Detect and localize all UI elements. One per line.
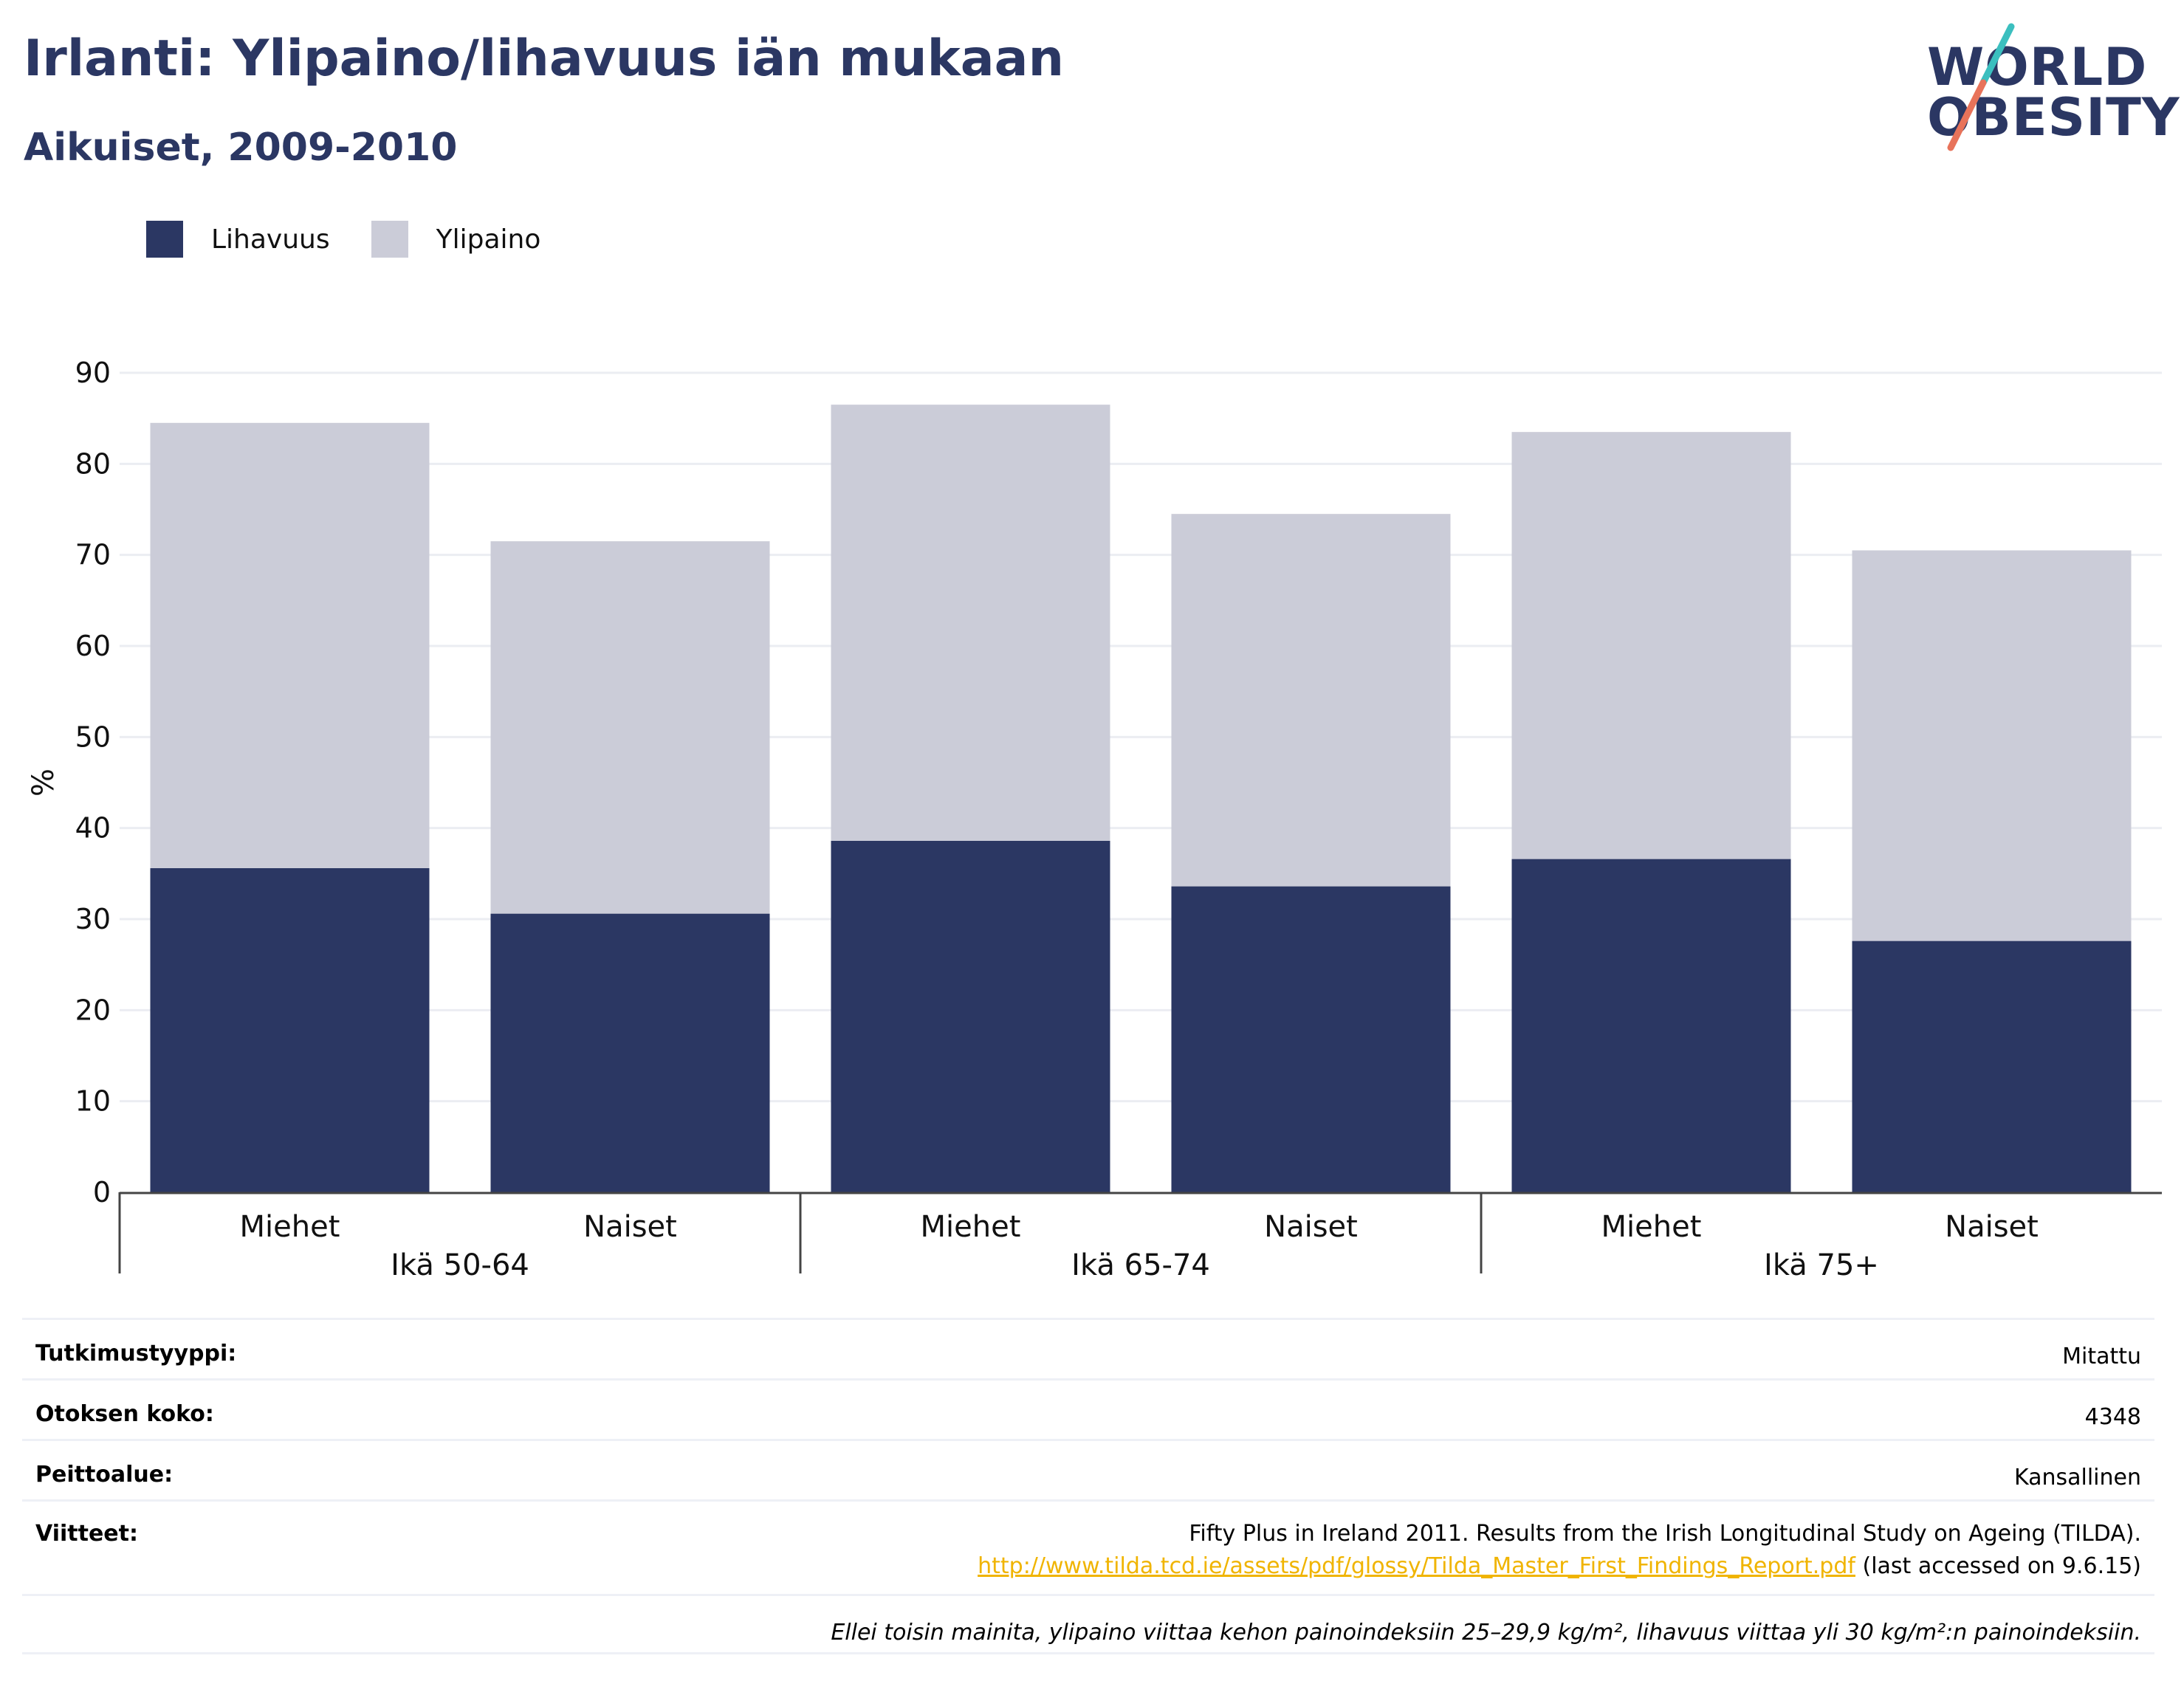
y-tick-label: 0 [93,1176,111,1208]
reference-link[interactable]: http://www.tilda.tcd.ie/assets/pdf/gloss… [978,1553,1855,1579]
bar-lihavuus [831,840,1110,1192]
legend-swatch-ylipaino [371,221,408,258]
info-key: Viitteet: [35,1521,138,1547]
reference-link-line: http://www.tilda.tcd.ie/assets/pdf/gloss… [978,1550,2141,1583]
x-category-label: Miehet [921,1210,1021,1244]
info-value: Kansallinen [2013,1465,2141,1491]
bar-lihavuus [1852,941,2132,1192]
bar-lihavuus [1171,886,1451,1192]
info-key: Peittoalue: [35,1462,174,1488]
x-category-label: Miehet [1601,1210,1702,1244]
reference-accessed: (last accessed on 9.6.15) [1855,1553,2141,1579]
y-tick-label: 60 [75,630,111,662]
legend-label: Ylipaino [436,224,541,255]
y-tick-label: 20 [75,994,111,1026]
legend-item-lihavuus: Lihavuus [146,221,330,258]
bar-ylipaino [1852,550,2132,941]
legend: Lihavuus Ylipaino [146,219,582,260]
chart-subtitle: Aikuiset, 2009-2010 [24,126,458,170]
bar-ylipaino [150,422,430,868]
x-group-label: Ikä 65-74 [1071,1248,1210,1282]
chart-title: Irlanti: Ylipaino/lihavuus iän mukaan [24,30,1064,88]
bar-lihavuus [1511,859,1791,1192]
info-table: Tutkimustyyppi: Mitattu Otoksen koko: 43… [22,1318,2154,1654]
info-key: Otoksen koko: [35,1401,214,1427]
x-category-label: Naiset [1264,1210,1358,1244]
x-group-label: Ikä 50-64 [391,1248,529,1282]
y-tick-label: 40 [75,812,111,845]
bar-lihavuus [490,913,770,1192]
legend-swatch-lihavuus [146,221,183,258]
bar-lihavuus [150,867,430,1192]
logo-slash-icon [1947,23,2015,151]
info-row-study-type: Tutkimustyyppi: Mitattu [22,1318,2154,1378]
legend-label: Lihavuus [211,224,330,255]
info-row-coverage: Peittoalue: Kansallinen [22,1439,2154,1499]
y-tick-label: 70 [75,539,111,571]
info-row-sample-size: Otoksen koko: 4348 [22,1378,2154,1439]
info-row-footnote: Ellei toisin mainita, ylipaino viittaa k… [22,1594,2154,1654]
bar-ylipaino [490,541,770,914]
info-row-references: Viitteet: Fifty Plus in Ireland 2011. Re… [22,1499,2154,1594]
footnote: Ellei toisin mainita, ylipaino viittaa k… [831,1620,2141,1646]
info-key: Tutkimustyyppi: [35,1341,237,1366]
y-tick-label: 10 [75,1085,111,1118]
x-category-label: Naiset [583,1210,677,1244]
logo-line-1: WORLD [1927,37,2148,97]
legend-item-ylipaino: Ylipaino [371,221,541,258]
references-value: Fifty Plus in Ireland 2011. Results from… [978,1518,2141,1583]
y-tick-label: 80 [75,447,111,480]
bar-ylipaino [1171,514,1451,887]
x-category-label: Naiset [1945,1210,2039,1244]
y-axis-label: % [27,769,61,797]
info-value: 4348 [2084,1404,2141,1430]
x-group-label: Ikä 75+ [1764,1248,1879,1282]
y-tick-label: 50 [75,721,111,753]
bar-ylipaino [831,405,1110,841]
y-tick-label: 30 [75,903,111,935]
reference-text: Fifty Plus in Ireland 2011. Results from… [1189,1521,2141,1547]
y-tick-label: 90 [75,357,111,389]
bar-ylipaino [1511,432,1791,859]
info-value: Mitattu [2062,1344,2141,1369]
stacked-bar-chart: 0 10 20 30 40 50 60 70 80 90% Miehet Naiset Miehet Na… [27,357,2162,1282]
x-category-label: Miehet [240,1210,340,1244]
world-obesity-logo: WORLD OBESITY [1927,22,2180,155]
